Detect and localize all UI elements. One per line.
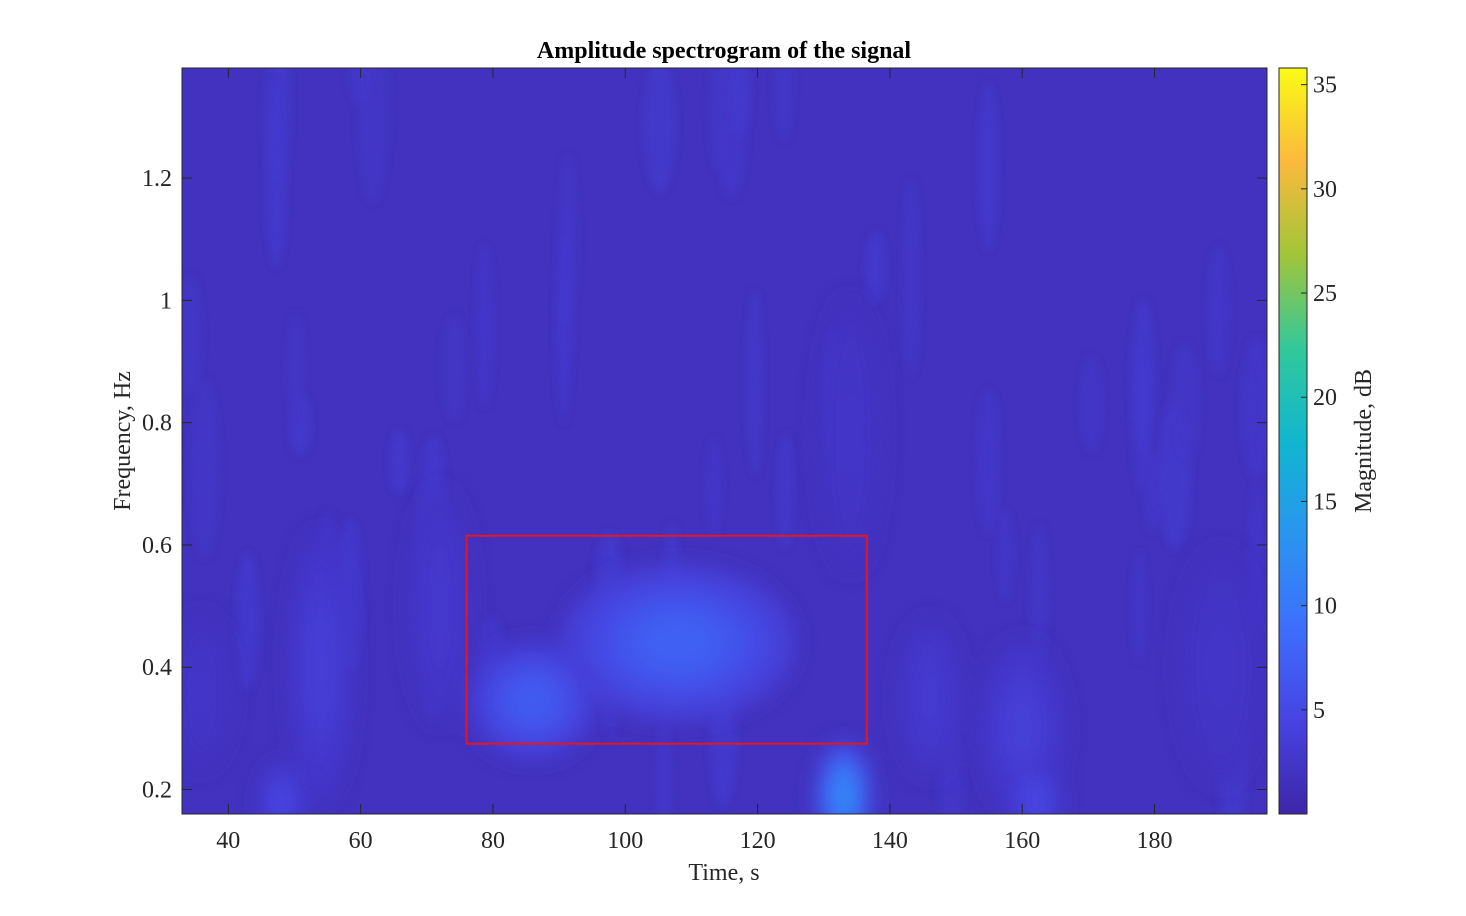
y-tick-label: 0.2: [142, 778, 172, 804]
texture-streak: [1170, 342, 1200, 465]
texture-streak: [979, 82, 997, 250]
y-tick-label: 1: [160, 288, 172, 314]
x-tick-label: 160: [1004, 828, 1040, 854]
texture-streak: [1242, 337, 1267, 480]
texture-streak: [287, 312, 304, 428]
colorbar-ticks: 5 10 15 20 25 30 35: [1301, 73, 1337, 724]
y-tick-label: 1.2: [142, 166, 172, 192]
texture-streak: [1132, 298, 1155, 458]
energy-region: [1007, 698, 1037, 759]
energy-region: [510, 680, 555, 722]
texture-streak: [1030, 525, 1049, 667]
chart-title: Amplitude spectrogram of the signal: [537, 38, 912, 64]
texture-streak: [778, 433, 793, 549]
x-tick-label: 140: [872, 828, 908, 854]
y-axis-label: Frequency, Hz: [110, 371, 136, 511]
energy-region: [839, 387, 862, 482]
texture-streak: [357, 68, 389, 204]
x-tick-label: 100: [607, 828, 643, 854]
x-axis: 40 60 80 100 120 140 160 180: [216, 68, 1173, 854]
x-tick-label: 120: [740, 828, 776, 854]
texture-streak: [442, 314, 465, 421]
energy-region: [1206, 626, 1236, 708]
x-tick-label: 60: [349, 828, 373, 854]
colorbar-tick-label: 30: [1313, 177, 1337, 203]
texture-streak: [182, 275, 202, 398]
texture-streak: [709, 68, 727, 171]
y-axis: 0.2 0.4 0.6 0.8 1 1.2: [142, 166, 1267, 804]
colorbar-tick-label: 5: [1313, 698, 1325, 724]
texture-streak: [706, 439, 722, 534]
texture-streak: [747, 289, 763, 476]
texture-streak: [644, 68, 676, 194]
texture-streak: [998, 509, 1013, 601]
texture-streak: [390, 430, 409, 494]
energy-region: [1026, 788, 1045, 814]
energy-region: [918, 670, 941, 725]
texture-streak: [977, 388, 1000, 535]
texture-streak: [730, 68, 751, 138]
texture-streak: [557, 213, 573, 402]
texture-streak: [774, 68, 793, 141]
texture-streak: [266, 79, 287, 269]
energy-region: [273, 788, 289, 814]
energy-region: [310, 620, 332, 715]
texture-streak: [1208, 245, 1229, 376]
colorbar-tick-label: 15: [1313, 489, 1337, 515]
plot-area: [182, 68, 1267, 814]
texture-streak: [656, 721, 672, 814]
texture-streak: [865, 232, 886, 304]
colorbar: 5 10 15 20 25 30 35 Magnitude, dB: [1278, 67, 1377, 815]
energy-region: [190, 664, 213, 719]
energy-region: [429, 565, 451, 647]
colorbar-tick-label: 35: [1313, 73, 1337, 99]
texture-streak: [190, 379, 220, 558]
colorbar-gradient: [1278, 67, 1308, 815]
highlight-box: [465, 534, 868, 745]
energy-region: [638, 615, 719, 670]
colorbar-tick-label: 20: [1313, 385, 1337, 411]
texture-streak: [237, 552, 259, 690]
texture-streak: [476, 244, 494, 407]
x-tick-label: 40: [216, 828, 240, 854]
plot-frame: [181, 67, 1268, 815]
y-tick-label: 0.6: [142, 533, 172, 559]
energy-region: [834, 777, 854, 814]
colorbar-tick-label: 25: [1313, 281, 1337, 307]
texture-streak: [903, 178, 919, 377]
spectrogram-energy: [182, 297, 1263, 814]
texture-streak: [1081, 355, 1103, 453]
y-tick-label: 0.8: [142, 411, 172, 437]
y-tick-label: 0.4: [142, 655, 172, 681]
texture-streak: [1132, 550, 1146, 663]
texture-streak: [348, 68, 373, 105]
texture-streak: [1145, 450, 1159, 534]
colorbar-tick-label: 10: [1313, 594, 1337, 620]
x-axis-label: Time, s: [688, 860, 759, 886]
colorbar-label: Magnitude, dB: [1351, 369, 1377, 513]
x-tick-label: 180: [1137, 828, 1173, 854]
x-tick-label: 80: [481, 828, 505, 854]
